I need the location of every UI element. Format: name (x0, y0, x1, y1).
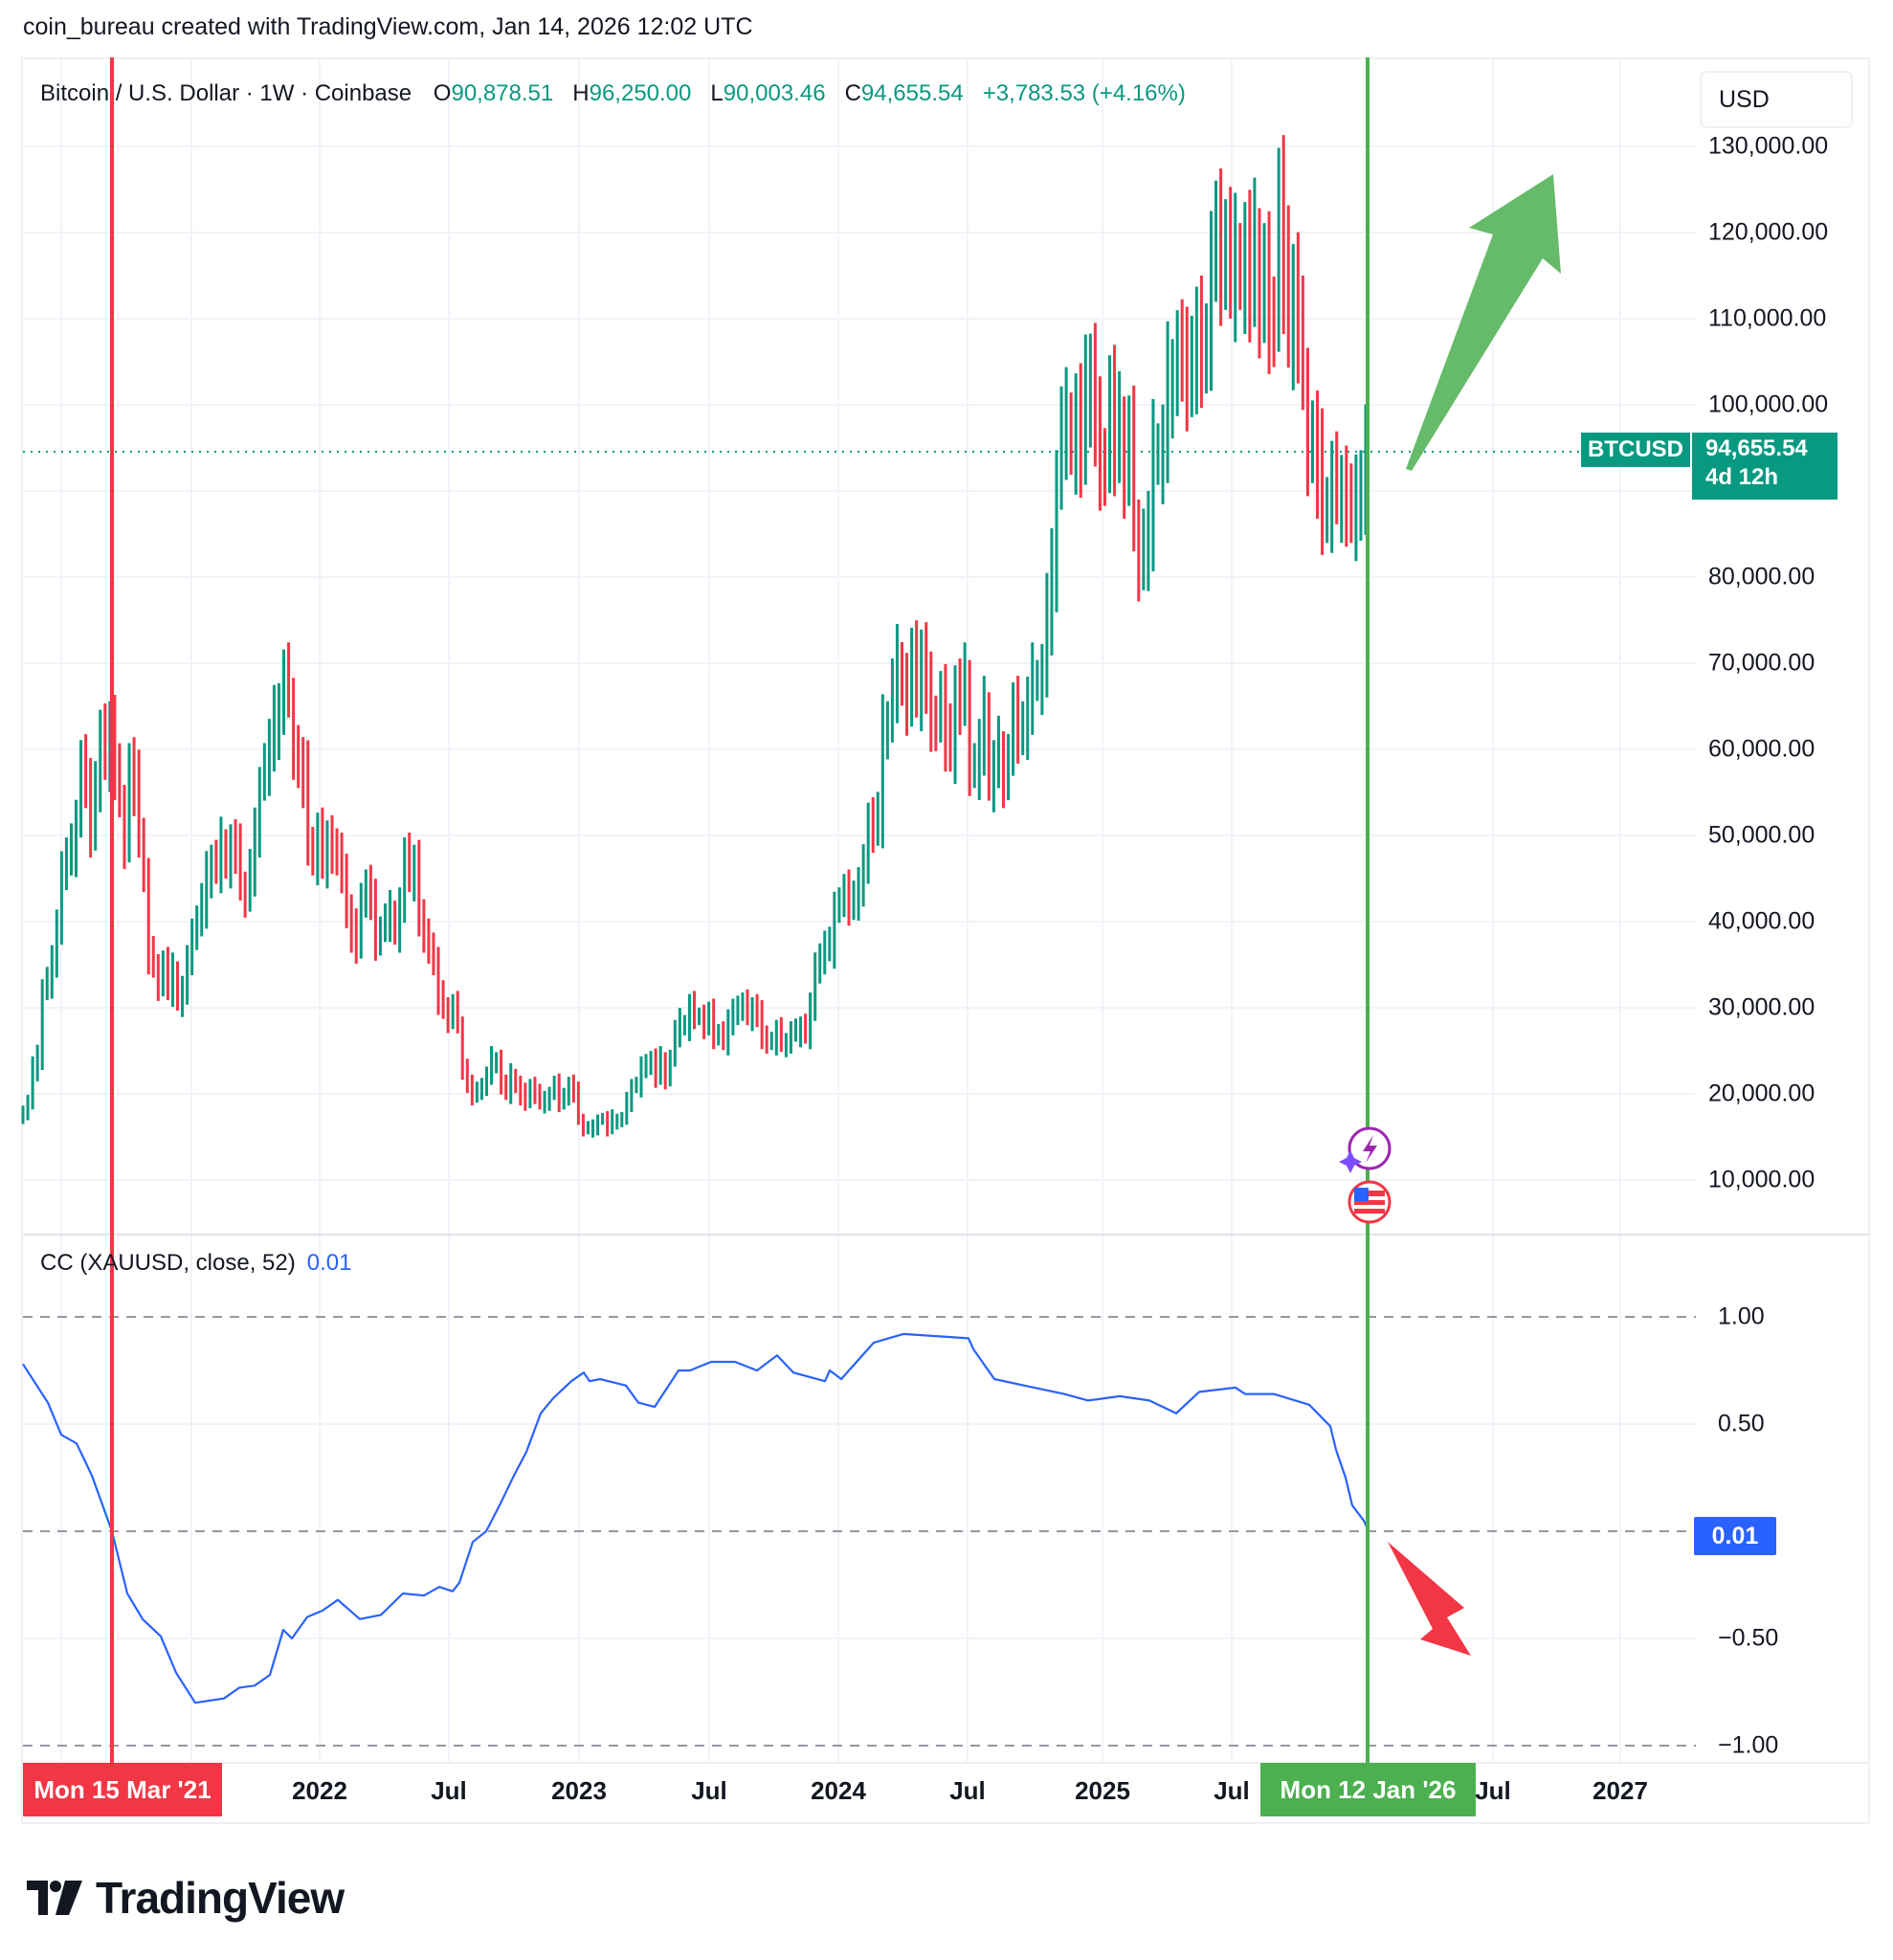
tradingview-logo-icon (27, 1881, 82, 1915)
indicator-axis-label: 0.50 (1718, 1410, 1765, 1437)
indicator-title: CC (XAUUSD, close, 52) (40, 1250, 296, 1276)
price-axis-label: 30,000.00 (1708, 993, 1815, 1021)
indicator-value-tag: 0.01 (1694, 1517, 1776, 1555)
candlestick-series[interactable] (21, 135, 1368, 1138)
close-key: C (844, 80, 861, 106)
change-value: +3,783.53 (+4.16%) (982, 80, 1186, 106)
high-value: 96,250.00 (589, 80, 692, 106)
start-date-badge: Mon 15 Mar '21 (23, 1763, 222, 1816)
time-axis-label: Jul (1475, 1776, 1511, 1805)
last-price: 94,655.54 (1705, 435, 1808, 461)
symbol-legend[interactable]: Bitcoin / U.S. Dollar · 1W · Coinbase O9… (40, 80, 1186, 107)
low-key: L (710, 80, 724, 106)
symbol-price-tag: BTCUSD (1581, 433, 1690, 467)
price-axis-label: 60,000.00 (1708, 735, 1815, 763)
chart-caption: coin_bureau created with TradingView.com… (23, 13, 753, 40)
price-axis-label: 50,000.00 (1708, 821, 1815, 849)
open-key: O (433, 80, 452, 106)
lightning-event-icon[interactable] (1339, 1126, 1392, 1173)
indicator-axis-label: −0.50 (1718, 1624, 1779, 1652)
cc-indicator-line[interactable] (22, 1332, 1370, 1704)
time-axis-label: 2027 (1592, 1776, 1648, 1805)
time-axis-label: Jul (431, 1776, 467, 1805)
open-value: 90,878.51 (451, 80, 554, 106)
price-axis-label: 80,000.00 (1708, 563, 1815, 590)
bar-countdown: 4d 12h (1705, 464, 1779, 490)
price-axis-label: 70,000.00 (1708, 649, 1815, 677)
tradingview-wordmark: TradingView (96, 1873, 345, 1923)
time-axis-label: Jul (691, 1776, 727, 1805)
time-axis-label: 2023 (551, 1776, 607, 1805)
us-flag-event-icon[interactable] (1347, 1180, 1392, 1224)
price-axis-label: 100,000.00 (1708, 390, 1829, 418)
time-axis-label: 2024 (811, 1776, 866, 1805)
time-axis-label: Jul (949, 1776, 986, 1805)
indicator-value: 0.01 (306, 1250, 352, 1276)
red-down-arrow-icon[interactable] (1388, 1542, 1471, 1656)
time-axis-label: 2025 (1075, 1776, 1130, 1805)
end-date-badge: Mon 12 Jan '26 (1260, 1763, 1476, 1816)
indicator-legend[interactable]: CC (XAUUSD, close, 52) 0.01 (40, 1250, 351, 1277)
green-up-arrow-icon[interactable] (1406, 174, 1561, 471)
low-value: 90,003.46 (723, 80, 826, 106)
chart-frame (21, 57, 1870, 1824)
price-axis-label: 130,000.00 (1708, 132, 1829, 160)
price-axis-label: 40,000.00 (1708, 907, 1815, 935)
time-axis-label: 2022 (292, 1776, 347, 1805)
close-value: 94,655.54 (860, 80, 964, 106)
indicator-axis-label: 1.00 (1718, 1303, 1765, 1330)
high-key: H (572, 80, 590, 106)
price-axis-label: 20,000.00 (1708, 1080, 1815, 1107)
price-axis-label: 120,000.00 (1708, 218, 1829, 246)
price-axis-label: 110,000.00 (1708, 304, 1827, 332)
cc-level-lines (23, 1316, 1696, 1747)
symbol-title: Bitcoin / U.S. Dollar · 1W · Coinbase (40, 80, 412, 106)
time-axis-label: Jul (1214, 1776, 1250, 1805)
last-price-tag: 94,655.54 4d 12h (1692, 433, 1837, 500)
price-axis-label: 10,000.00 (1708, 1166, 1815, 1193)
indicator-axis-label: −1.00 (1718, 1731, 1779, 1759)
tradingview-logo[interactable]: TradingView (27, 1872, 345, 1924)
currency-button[interactable]: USD (1700, 71, 1853, 128)
